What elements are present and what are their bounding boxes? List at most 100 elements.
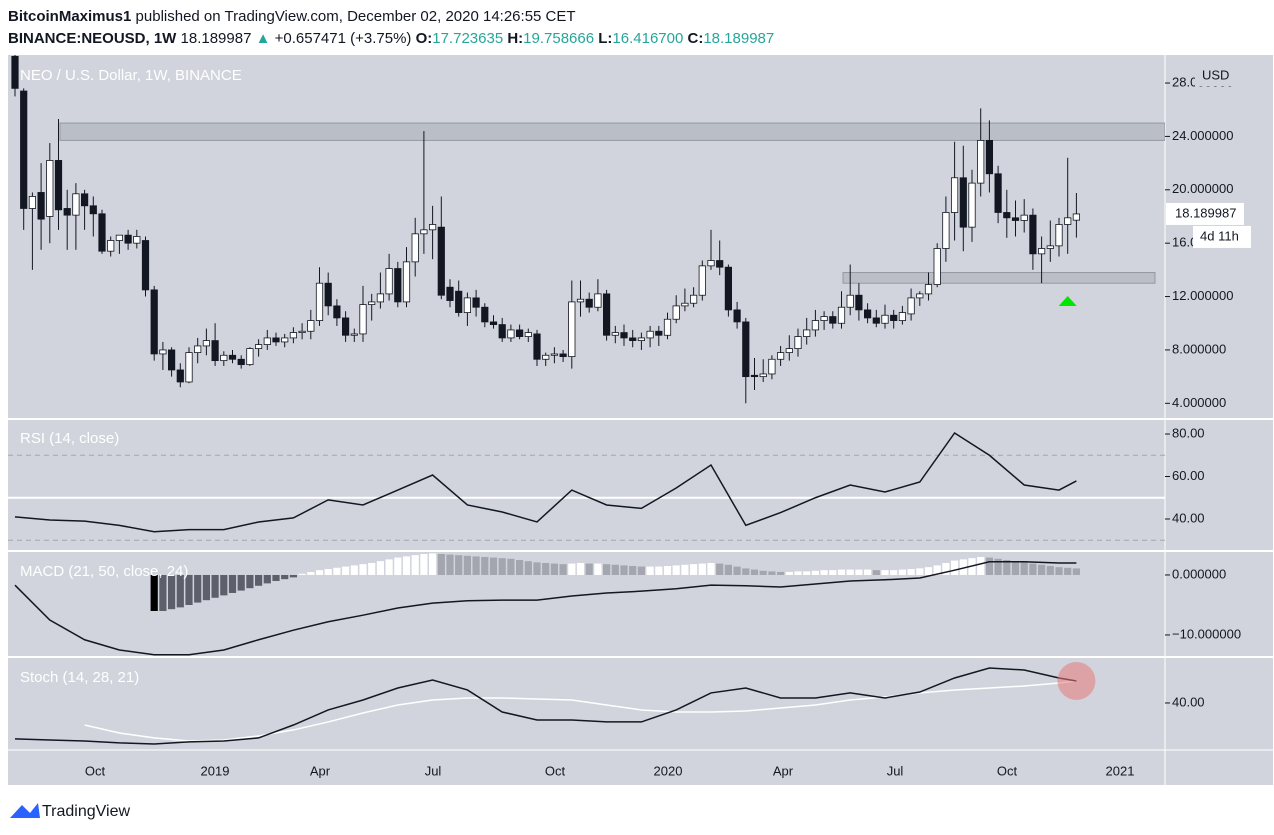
time-label: Apr — [773, 763, 794, 778]
candle-body — [707, 260, 715, 267]
pane-title: MACD (21, 50, close, 24) — [20, 563, 188, 580]
candle-body — [202, 340, 210, 347]
c-label: C: — [687, 30, 703, 47]
histogram-bar — [681, 564, 689, 575]
candle-body — [481, 306, 489, 323]
histogram-bar — [611, 564, 619, 575]
candle-body — [159, 349, 167, 355]
histogram-bar — [246, 574, 254, 589]
histogram-bar — [1020, 562, 1028, 575]
candle-body — [568, 301, 576, 358]
candle-body — [324, 282, 332, 307]
candle-body — [307, 320, 315, 332]
histogram-bar — [272, 574, 280, 581]
histogram-bar — [559, 564, 567, 575]
candle-body — [655, 330, 663, 336]
histogram-bar — [942, 562, 950, 575]
candle-body — [924, 284, 933, 295]
histogram-bar — [794, 571, 802, 575]
candle-body — [603, 293, 611, 336]
candle-body — [115, 234, 123, 241]
candle-body — [942, 212, 950, 249]
candle-body — [777, 352, 785, 360]
histogram-bar — [820, 570, 828, 575]
candle-body — [11, 55, 19, 89]
candle-body — [524, 332, 532, 337]
histogram-bar — [394, 557, 402, 575]
histogram-bar — [733, 566, 741, 575]
histogram-bar — [281, 574, 289, 580]
o-label: O: — [416, 30, 433, 47]
histogram-bar — [742, 568, 750, 575]
histogram-bar — [255, 574, 263, 586]
candle-body — [811, 320, 820, 331]
countdown-box — [1193, 225, 1251, 248]
histogram-bar — [368, 562, 376, 575]
last-price-box — [1166, 202, 1244, 225]
macd-line — [14, 561, 1077, 656]
candle-body — [594, 293, 602, 308]
candle-body — [690, 294, 698, 304]
candle-body — [829, 316, 837, 324]
candle-body — [385, 268, 393, 295]
candle-body — [272, 337, 280, 343]
histogram-bar — [1064, 567, 1072, 575]
candle-body — [820, 316, 828, 321]
histogram-bar — [837, 569, 846, 575]
last-price: 18.189987 — [1175, 205, 1236, 220]
candle-body — [133, 236, 141, 244]
candle-body — [1011, 217, 1020, 221]
candle-body — [1072, 213, 1080, 221]
candle-body — [959, 177, 967, 228]
candle-body — [994, 173, 1002, 213]
candle-body — [698, 265, 706, 296]
zone — [842, 272, 1156, 284]
change: +0.657471 (+3.75%) — [275, 30, 412, 47]
candle-body — [977, 140, 985, 184]
candle-body — [637, 337, 646, 341]
time-label: Oct — [997, 763, 1018, 778]
candle-body — [1003, 212, 1011, 219]
histogram-bar — [1011, 561, 1020, 575]
histogram-bar — [359, 564, 367, 575]
candle-body — [907, 297, 915, 315]
price: 18.189987 — [181, 30, 252, 47]
h-value: 19.758666 — [523, 30, 594, 47]
histogram-bar — [159, 574, 167, 611]
histogram-bar — [185, 574, 193, 605]
candle-body — [237, 358, 245, 366]
histogram-bar — [385, 559, 393, 575]
candle-body — [846, 294, 854, 308]
candle-body — [211, 340, 219, 362]
candle-body — [750, 374, 759, 378]
histogram-bar — [663, 565, 672, 575]
candle-body — [72, 193, 80, 216]
histogram-bar — [1038, 564, 1046, 575]
histogram-bar — [350, 565, 358, 575]
y-tick-label: 20.000000 — [1172, 181, 1233, 196]
histogram-bar — [168, 574, 176, 610]
histogram-bar — [176, 574, 184, 608]
histogram-bar — [307, 571, 315, 575]
candle-body — [150, 289, 158, 355]
candle-body — [54, 160, 63, 211]
histogram-bar — [672, 565, 680, 575]
histogram-bar — [420, 553, 428, 575]
candle-body — [220, 354, 228, 362]
time-label: Oct — [545, 763, 566, 778]
y-tick-label: 40.00 — [1172, 694, 1205, 709]
candle-body — [28, 196, 37, 209]
histogram-bar — [1003, 559, 1011, 575]
candle-body — [176, 369, 184, 383]
histogram-bar — [890, 570, 898, 575]
histogram-bar — [342, 566, 350, 575]
candle-body — [498, 324, 506, 339]
histogram-bar — [315, 570, 324, 575]
candle-body — [611, 332, 619, 336]
logo-icon — [10, 803, 40, 818]
histogram-bar — [994, 558, 1002, 575]
y-tick-label: 60.00 — [1172, 468, 1205, 483]
candle-body — [289, 332, 298, 339]
histogram-bar — [916, 568, 924, 575]
histogram-bar — [629, 565, 637, 575]
